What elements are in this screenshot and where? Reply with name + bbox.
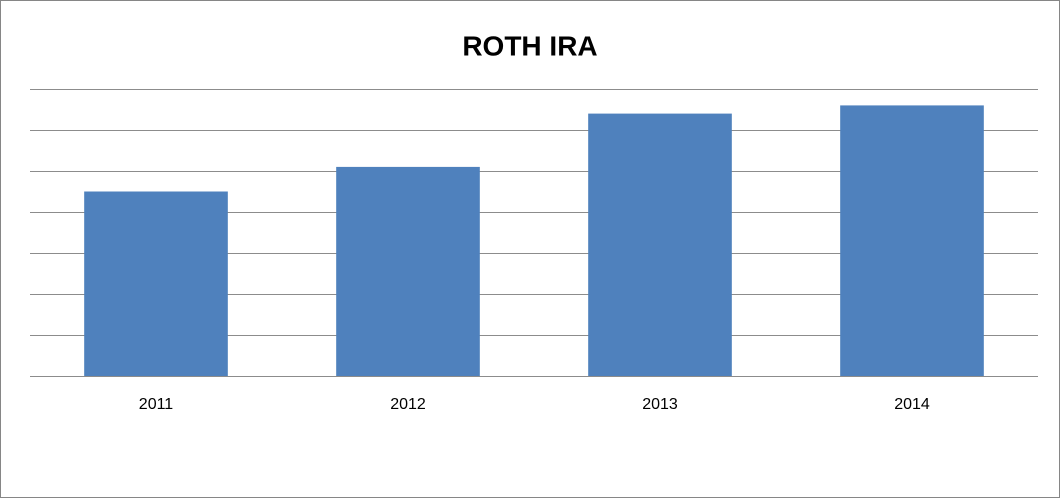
bar [84,191,228,376]
bar [840,105,984,377]
x-tick-label: 2012 [390,396,426,413]
x-tick-label: 2013 [642,396,678,413]
x-tick-label: 2011 [139,396,174,413]
x-tick-label: 2014 [894,396,930,413]
bar [336,166,480,376]
chart-title: ROTH IRA [462,30,597,61]
bar [588,113,732,376]
